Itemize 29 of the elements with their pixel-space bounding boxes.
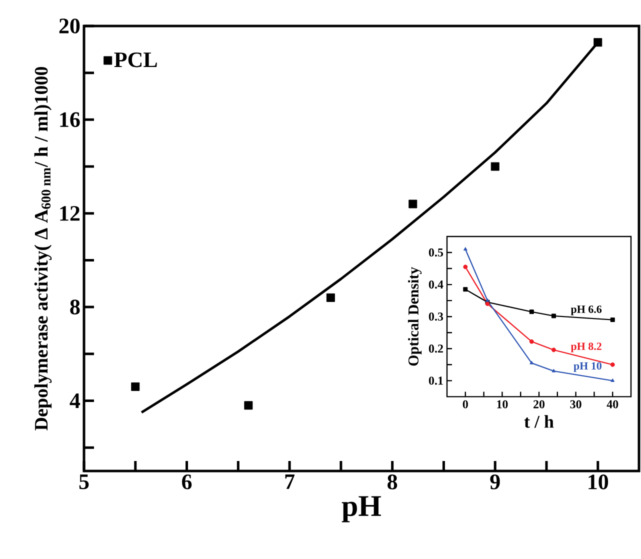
- series-label: pH 10: [574, 362, 602, 372]
- x-tick-label: 10: [497, 400, 508, 408]
- x-tick-label: 20: [534, 400, 545, 408]
- y-tick-label: 8: [70, 300, 80, 314]
- x-tick-label: 10: [588, 474, 608, 490]
- x-axis-title: pH: [342, 496, 382, 522]
- y-tick-label: 16: [60, 112, 80, 128]
- x-axis-title: t / h: [524, 415, 554, 428]
- x-tick-label: 0: [462, 400, 468, 408]
- y-axis-title: Depolymerase activity( Δ A$_{600 nm}$/ h / ml)1000: [34, 67, 52, 430]
- x-tick-label: 8: [388, 474, 398, 490]
- x-tick-label: 9: [490, 474, 500, 490]
- x-tick-label: 5: [79, 474, 89, 490]
- x-tick-label: 7: [285, 474, 295, 489]
- y-tick-label: 12: [60, 206, 80, 221]
- y-tick-label: 0.1: [428, 376, 443, 385]
- y-tick-label: 0.4: [428, 280, 444, 289]
- y-tick-label: 0.3: [428, 312, 444, 321]
- y-tick-label: 0.5: [428, 248, 444, 257]
- x-tick-label: 30: [570, 400, 582, 408]
- y-tick-label: 20: [59, 18, 80, 34]
- x-tick-label: 40: [606, 400, 618, 408]
- series-label: pH 8.2: [570, 342, 602, 352]
- y-tick-label: 4: [70, 393, 80, 408]
- y-tick-label: 0.2: [428, 344, 443, 353]
- y-axis-title: Optical Density: [408, 266, 422, 366]
- legend-label: PCL: [114, 52, 157, 68]
- series-label: pH 6.6: [570, 306, 602, 316]
- x-tick-label: 6: [182, 474, 192, 490]
